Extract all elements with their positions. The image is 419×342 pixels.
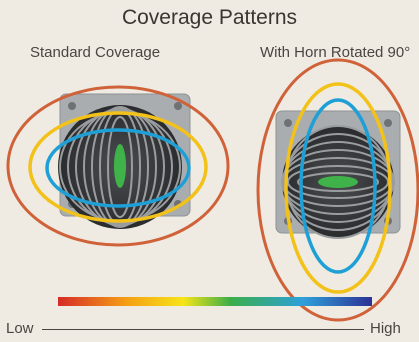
blue-coverage-contour — [45, 128, 191, 208]
standard-coverage-pattern — [6, 85, 230, 247]
standard-coverage-label: Standard Coverage — [30, 44, 161, 61]
rotated-coverage-pattern — [256, 58, 419, 322]
mount-hole — [284, 119, 292, 127]
blue-coverage-contour — [299, 98, 377, 274]
red-coverage-contour — [6, 85, 230, 247]
green-center-zone — [114, 144, 126, 188]
mount-hole — [68, 102, 76, 110]
scale-high-label: High — [370, 320, 401, 337]
rotated-horn-label: With Horn Rotated 90° — [260, 44, 411, 61]
yellow-coverage-contour — [28, 111, 208, 223]
green-center-zone — [318, 176, 358, 188]
mount-hole — [174, 102, 182, 110]
diagram-title: Coverage Patterns — [121, 6, 298, 29]
red-coverage-contour — [256, 58, 419, 322]
intensity-gradient-bar — [58, 297, 372, 306]
scale-axis-line — [42, 329, 364, 330]
mount-hole — [384, 119, 392, 127]
scale-low-label: Low — [6, 320, 34, 337]
yellow-coverage-contour — [284, 82, 392, 294]
